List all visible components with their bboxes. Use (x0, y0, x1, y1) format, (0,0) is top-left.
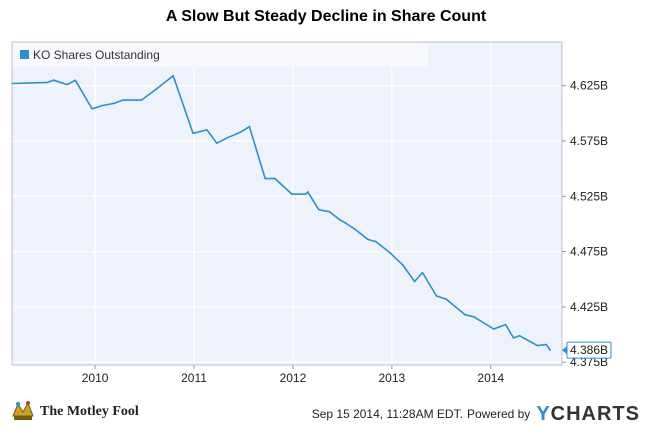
plot-area (12, 42, 562, 365)
data-point (492, 328, 495, 330)
data-point (344, 222, 347, 224)
data-point (304, 193, 307, 195)
data-point (504, 323, 507, 326)
ycharts-logo[interactable]: YCHARTS (536, 403, 640, 426)
data-point (192, 132, 194, 135)
data-point (435, 295, 438, 297)
data-point (101, 104, 103, 107)
axis-ticks: 4.375B 4.425B 4.475B 4.525B 4.575B 4.625B 2010… (82, 79, 608, 385)
x-tick-label: 2013 (379, 371, 406, 385)
data-point (473, 316, 475, 318)
data-point (445, 298, 448, 300)
y-tick-label: 4.525B (570, 189, 608, 203)
data-point (421, 271, 424, 274)
motley-fool-logo: The Motley Fool (10, 398, 139, 426)
last-value-text: 4.386B (570, 343, 608, 357)
data-point (206, 129, 208, 131)
data-point (215, 142, 218, 145)
data-point (91, 108, 93, 110)
timestamp: Sep 15 2014, 11:28AM EDT. (311, 407, 463, 421)
data-point (413, 280, 416, 283)
x-tick-label: 2012 (280, 371, 307, 385)
data-point (317, 208, 320, 211)
data-point (172, 74, 175, 77)
data-point (291, 193, 293, 195)
data-point (375, 240, 377, 243)
data-point (306, 191, 309, 193)
ycharts-logo-rest: CHARTS (550, 402, 640, 425)
plot-border (11, 41, 563, 366)
ycharts-logo-y: Y (536, 402, 551, 425)
y-tick-label: 4.375B (570, 355, 608, 369)
y-tick-label: 4.475B (570, 245, 608, 259)
data-point (367, 238, 369, 241)
data-point (338, 218, 341, 221)
x-tick-label: 2014 (477, 371, 504, 385)
data-point (512, 337, 515, 339)
jester-hat-icon (12, 401, 34, 420)
y-tick-label: 4.575B (570, 134, 608, 148)
data-point (226, 136, 229, 139)
data-point (74, 79, 77, 81)
data-point (328, 210, 331, 213)
data-point (113, 102, 115, 105)
chart-title: A Slow But Steady Decline in Share Count (165, 8, 487, 25)
series-layer (11, 74, 551, 351)
logo-text: The Motley Fool (40, 404, 139, 419)
y-tick-label: 4.425B (570, 300, 608, 314)
data-point (389, 251, 391, 254)
data-point (248, 125, 251, 128)
legend-label: KO Shares Outstanding (33, 48, 160, 62)
data-point (354, 228, 357, 231)
gridlines (12, 42, 562, 365)
data-point (155, 88, 158, 90)
y-tick-label: 4.625B (570, 79, 608, 93)
legend-swatch (20, 50, 29, 59)
data-point (518, 334, 521, 337)
footer-credit: Sep 15 2014, 11:28AM EDT. Powered by YCH… (312, 402, 640, 426)
legend-box (13, 43, 428, 67)
x-tick-label: 2010 (82, 371, 109, 385)
data-point (66, 83, 69, 86)
data-point (239, 131, 242, 133)
data-point (140, 99, 143, 101)
data-point (549, 349, 551, 351)
powered-by-text: Powered by (466, 407, 531, 421)
last-value-pointer (562, 346, 567, 355)
data-point (545, 343, 547, 346)
data-point (401, 264, 404, 266)
data-point (464, 313, 466, 316)
data-point (121, 99, 124, 101)
data-point (274, 177, 276, 180)
data-point (46, 81, 49, 84)
data-point (52, 79, 55, 81)
x-tick-label: 2011 (181, 371, 207, 385)
data-point (264, 177, 267, 180)
data-point (536, 344, 539, 347)
last-value-label: 4.386B (562, 341, 612, 359)
